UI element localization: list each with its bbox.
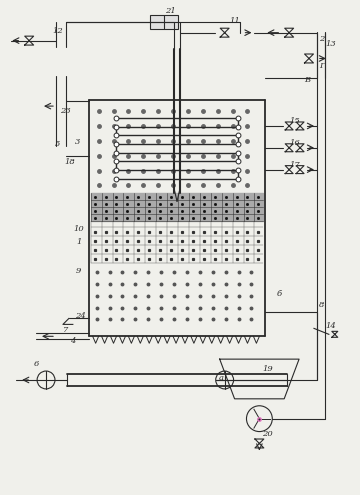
Text: 1: 1 (76, 238, 81, 246)
Text: 17: 17 (290, 161, 301, 169)
Text: 18: 18 (64, 158, 75, 166)
Text: 8: 8 (319, 300, 325, 308)
Text: б: б (277, 290, 282, 297)
Text: 13: 13 (325, 40, 336, 48)
Text: 11: 11 (229, 17, 240, 25)
Text: а: а (219, 374, 224, 382)
Bar (150, 15, 178, 29)
Text: 4: 4 (70, 337, 76, 346)
Text: 12: 12 (53, 27, 63, 35)
Text: 5: 5 (55, 140, 60, 148)
Text: 7: 7 (63, 326, 68, 334)
Text: 9: 9 (76, 267, 81, 275)
Text: В: В (304, 76, 310, 84)
Text: 16: 16 (290, 139, 301, 147)
Text: Г: Г (319, 62, 325, 70)
Text: 6: 6 (33, 360, 39, 368)
Text: 21: 21 (165, 7, 175, 15)
Text: 3: 3 (75, 138, 81, 146)
Text: 2: 2 (319, 35, 325, 43)
Text: 14: 14 (325, 322, 336, 330)
Text: 15: 15 (290, 117, 301, 125)
Text: 23: 23 (60, 107, 71, 115)
Text: 24: 24 (75, 312, 86, 320)
Text: 19: 19 (262, 365, 273, 373)
Text: 20: 20 (262, 430, 273, 438)
Text: 10: 10 (73, 225, 84, 233)
